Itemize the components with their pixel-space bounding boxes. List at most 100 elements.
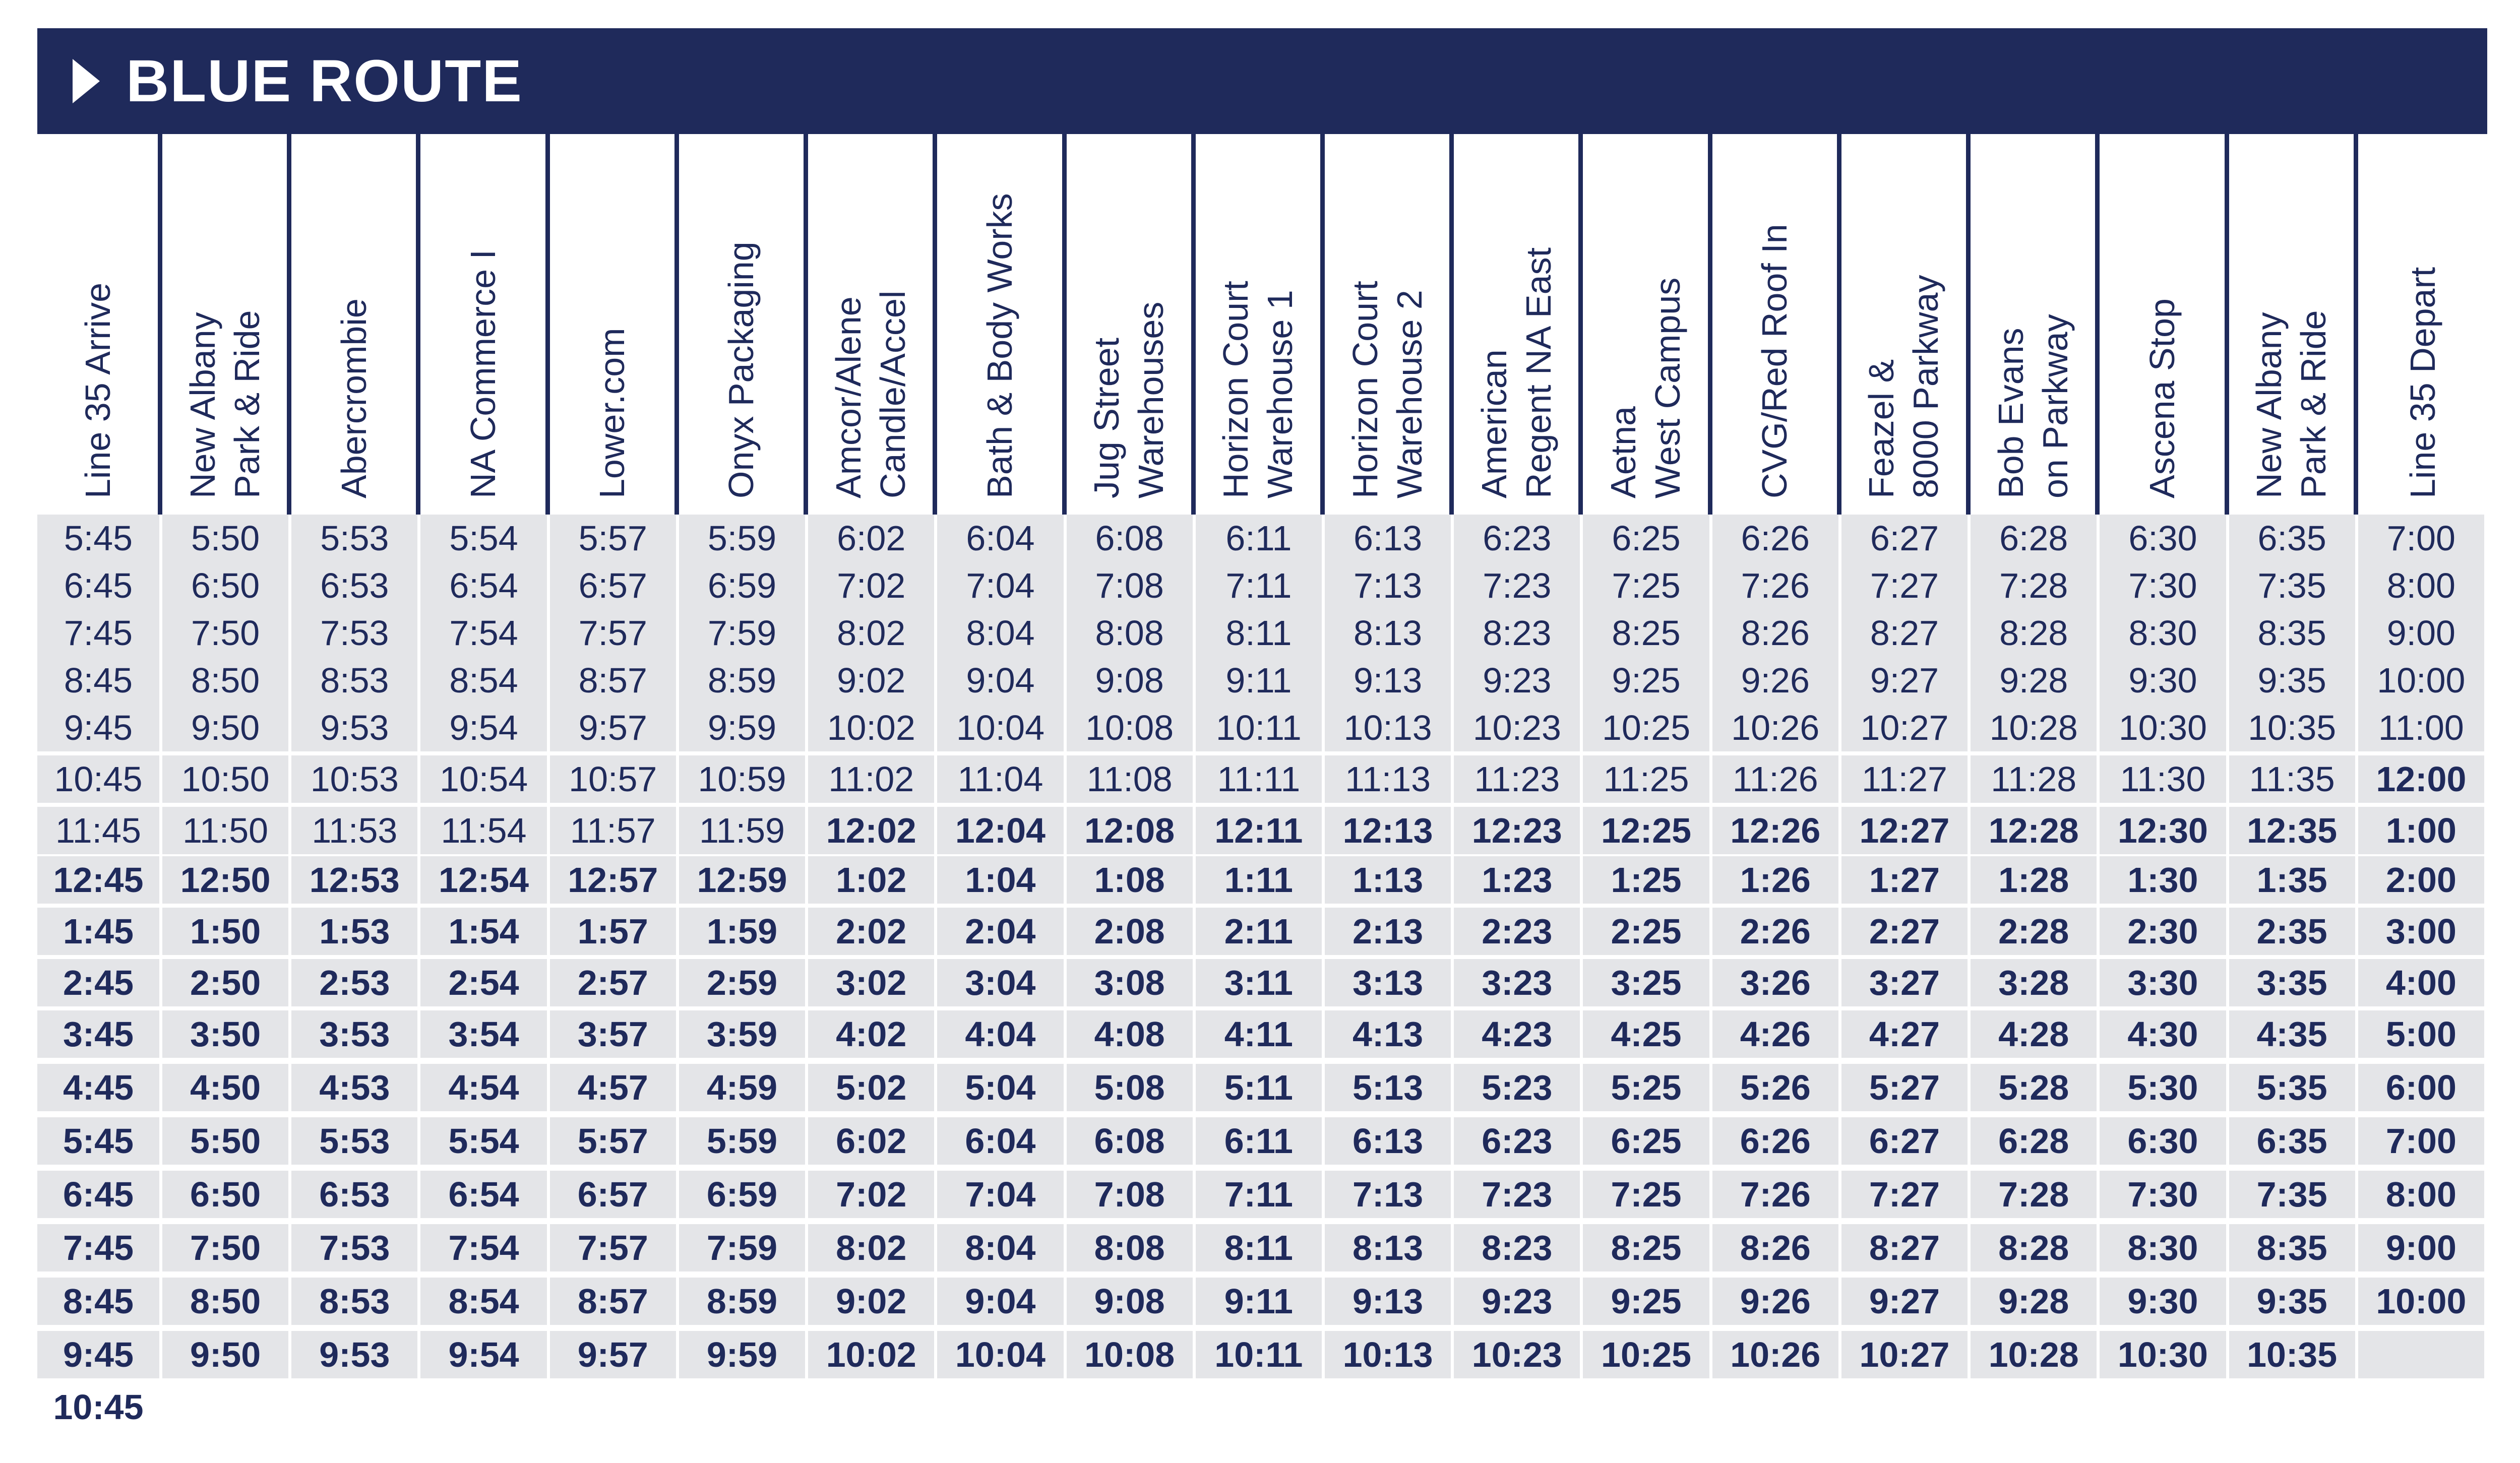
time-cell: 2:35	[2229, 908, 2358, 955]
time-cell: 11:59	[679, 807, 809, 854]
time-cell: 2:00	[2358, 856, 2487, 904]
time-cell: 5:54	[420, 515, 550, 562]
time-cell: 8:13	[1325, 1224, 1454, 1271]
time-cell	[291, 1383, 421, 1431]
time-cell: 1:57	[549, 908, 679, 955]
time-cell	[2229, 1383, 2358, 1431]
time-cell: 6:50	[162, 1171, 292, 1218]
time-cell: 1:45	[37, 908, 162, 955]
time-cell: 9:25	[1583, 1278, 1712, 1325]
time-cell: 9:08	[1066, 1278, 1196, 1325]
time-cell: 7:26	[1712, 1171, 1841, 1218]
time-cell: 2:23	[1454, 908, 1583, 955]
table-row: 5:45 5:50 5:53 5:54 5:57 5:59 6:02 6:04 6:08 6:11…	[37, 1117, 2487, 1165]
play-arrow-icon	[73, 59, 100, 103]
time-cell: 5:30	[2100, 1064, 2229, 1111]
time-cell: 4:35	[2229, 1010, 2358, 1058]
time-cell: 9:04	[937, 657, 1067, 704]
time-cell: 9:59	[679, 704, 809, 751]
time-cell: 7:00	[2358, 1117, 2487, 1165]
stop-name-line: Park & Ride	[227, 310, 267, 498]
time-cell: 6:23	[1454, 515, 1583, 562]
time-cell: 9:00	[2358, 1224, 2487, 1271]
time-cell: 5:53	[291, 515, 421, 562]
time-cell: 10:57	[549, 755, 679, 803]
time-cell: 2:28	[1971, 908, 2100, 955]
stop-name-line: New Albany	[2249, 312, 2289, 498]
time-cell: 6:25	[1583, 1117, 1712, 1165]
time-cell: 11:02	[808, 755, 938, 803]
time-cell: 12:57	[549, 856, 679, 904]
time-cell: 8:27	[1841, 609, 1971, 657]
table-row: 9:45 9:50 9:53 9:54 9:57 9:59 10:02 10:04 10:08 1…	[37, 704, 2487, 751]
time-cell: 10:08	[1066, 704, 1196, 751]
time-cell: 8:45	[37, 657, 162, 704]
time-cell: 10:23	[1454, 704, 1583, 751]
time-cell: 10:27	[1841, 704, 1971, 751]
time-cell: 8:30	[2100, 609, 2229, 657]
time-cell: 6:35	[2229, 1117, 2358, 1165]
time-cell: 5:57	[549, 515, 679, 562]
time-cell	[937, 1383, 1067, 1431]
time-cell: 1:53	[291, 908, 421, 955]
time-cell: 4:02	[808, 1010, 938, 1058]
time-cell: 1:59	[679, 908, 809, 955]
time-cell: 12:54	[420, 856, 550, 904]
time-cell	[679, 1383, 809, 1431]
time-cell: 2:30	[2100, 908, 2229, 955]
time-cell: 6:08	[1066, 515, 1196, 562]
time-cell: 9:35	[2229, 1278, 2358, 1325]
time-cell: 10:54	[420, 755, 550, 803]
time-cell: 4:00	[2358, 959, 2487, 1006]
time-cell: 10:35	[2229, 704, 2358, 751]
table-row: 10:45	[37, 1383, 2487, 1431]
stop-name-line: Warehouses	[1131, 301, 1171, 498]
time-cell: 8:04	[937, 1224, 1067, 1271]
stop-header: CVG/Red Roof In	[1712, 134, 1841, 515]
time-cell: 5:08	[1066, 1064, 1196, 1111]
time-cell: 7:28	[1971, 562, 2100, 609]
time-cell: 2:27	[1841, 908, 1971, 955]
time-cell: 6:57	[549, 1171, 679, 1218]
stop-header: Amcor/Alene Candle/Accel	[808, 134, 938, 515]
time-cell: 8:04	[937, 609, 1067, 657]
stop-header: Abercrombie	[291, 134, 421, 515]
time-cell: 5:45	[37, 1117, 162, 1165]
time-cell: 12:04	[937, 807, 1067, 854]
time-cell: 3:02	[808, 959, 938, 1006]
time-cell: 11:00	[2358, 704, 2487, 751]
time-cell: 8:35	[2229, 609, 2358, 657]
time-cell	[1712, 1383, 1841, 1431]
table-row: 10:45 10:50 10:53 10:54 10:57 10:59 11:02 11:04…	[37, 755, 2487, 803]
time-cell: 7:27	[1841, 562, 1971, 609]
time-cell: 11:45	[37, 807, 162, 854]
time-cell: 12:11	[1195, 807, 1325, 854]
time-cell: 6:04	[937, 1117, 1067, 1165]
time-cell: 11:28	[1971, 755, 2100, 803]
stop-name-line: Abercrombie	[334, 298, 374, 498]
time-cell	[1067, 1383, 1196, 1431]
time-cell	[1325, 1383, 1454, 1431]
time-cell: 10:11	[1195, 704, 1325, 751]
time-cell: 5:45	[37, 515, 162, 562]
time-cell: 1:35	[2229, 856, 2358, 904]
time-cell: 10:00	[2358, 1278, 2487, 1325]
time-cell: 9:53	[291, 704, 421, 751]
time-cell: 2:13	[1325, 908, 1454, 955]
time-cell: 4:57	[549, 1064, 679, 1111]
time-cell: 5:59	[679, 515, 809, 562]
time-cell: 12:25	[1583, 807, 1712, 854]
table-row: 6:45 6:50 6:53 6:54 6:57 6:59 7:02 7:04 7:08 7:11…	[37, 1171, 2487, 1218]
time-cell: 9:27	[1841, 1278, 1971, 1325]
time-cell: 6:13	[1325, 515, 1454, 562]
time-cell: 12:02	[808, 807, 938, 854]
time-cell: 4:23	[1454, 1010, 1583, 1058]
time-cell: 8:57	[549, 1278, 679, 1325]
time-cell: 8:53	[291, 1278, 421, 1325]
time-cell: 2:26	[1712, 908, 1841, 955]
time-cell: 6:23	[1454, 1117, 1583, 1165]
time-cell: 10:45	[37, 1383, 162, 1431]
stop-name-line: Warehouse 2	[1389, 290, 1429, 498]
time-cell: 7:57	[549, 609, 679, 657]
time-cell: 8:13	[1325, 609, 1454, 657]
